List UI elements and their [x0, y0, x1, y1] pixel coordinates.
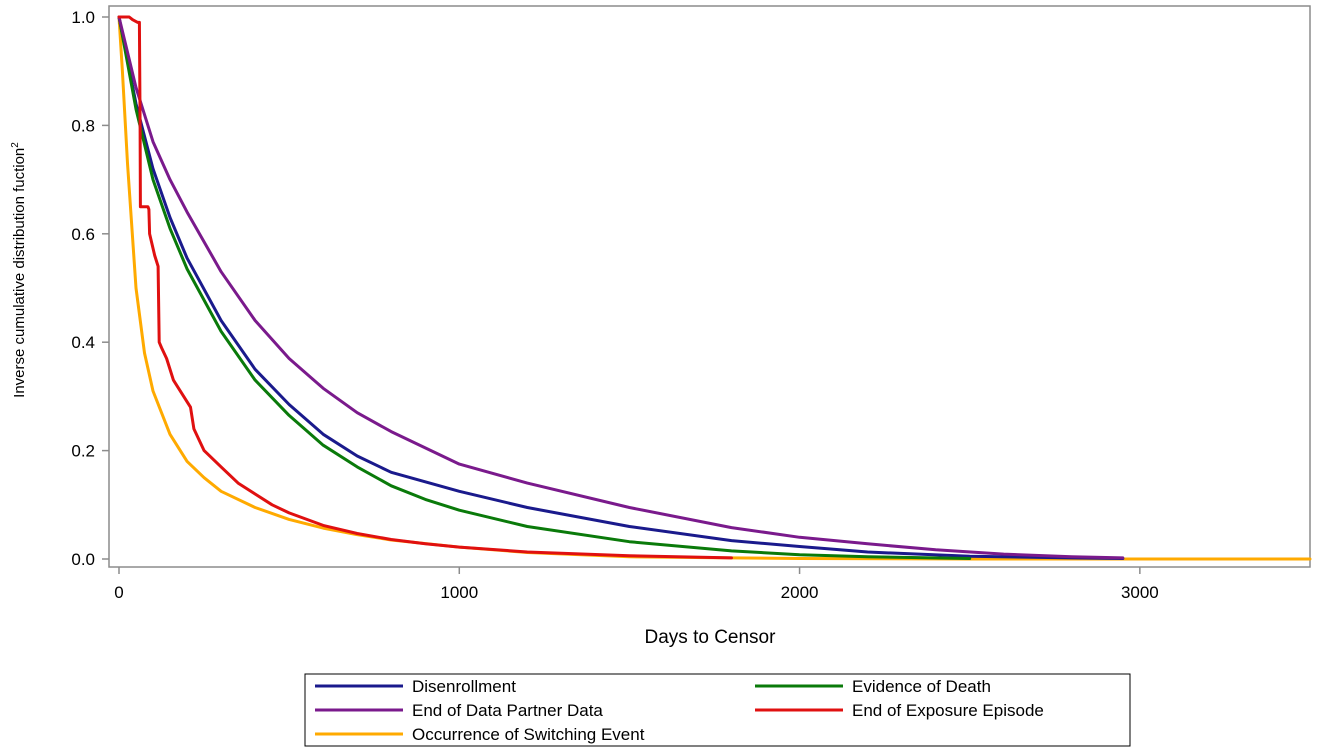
y-axis-title-superscript: 2: [10, 142, 21, 148]
y-axis-title: Inverse cumulative distribution fuction2: [10, 142, 28, 398]
series-line-occurrence-of-switching-event: [117, 15, 1312, 561]
legend-label-disenrollment: Disenrollment: [412, 677, 516, 696]
series-line-evidence-of-death: [117, 15, 972, 560]
legend-label-end-of-exposure-episode: End of Exposure Episode: [852, 701, 1044, 720]
legend-label-end-of-data-partner-data: End of Data Partner Data: [412, 701, 603, 720]
y-tick-label: 0.6: [71, 225, 95, 244]
legend-label-evidence-of-death: Evidence of Death: [852, 677, 991, 696]
series-line-disenrollment: [117, 15, 1125, 560]
x-tick-label: 2000: [781, 583, 819, 602]
x-axis-title: Days to Censor: [645, 627, 777, 648]
series-lines: [117, 15, 1312, 561]
y-tick-label: 0.8: [71, 116, 95, 135]
y-tick-label: 0.0: [71, 550, 95, 569]
x-tick-label: 1000: [440, 583, 478, 602]
y-tick-label: 0.4: [71, 333, 95, 352]
legend-box: [304, 673, 1131, 747]
x-tick-label: 0: [114, 583, 123, 602]
series-line-end-of-exposure-episode: [117, 15, 733, 560]
y-axis-title-main: Inverse cumulative distribution fuction: [11, 148, 28, 398]
plot-frame: [108, 5, 1311, 568]
axis-ticks: 0 1000 2000 3000 0.0 0.2 0.4 0.6 0.8 1.0: [71, 8, 1158, 602]
y-tick-label: 0.2: [71, 442, 95, 461]
y-tick-label: 1.0: [71, 8, 95, 27]
series-line-end-of-data-partner-data: [117, 15, 1125, 560]
legend-label-occurrence-of-switching-event: Occurrence of Switching Event: [412, 725, 645, 744]
legend: Disenrollment Evidence of Death End of Dat…: [315, 677, 1044, 744]
x-tick-label: 3000: [1121, 583, 1159, 602]
